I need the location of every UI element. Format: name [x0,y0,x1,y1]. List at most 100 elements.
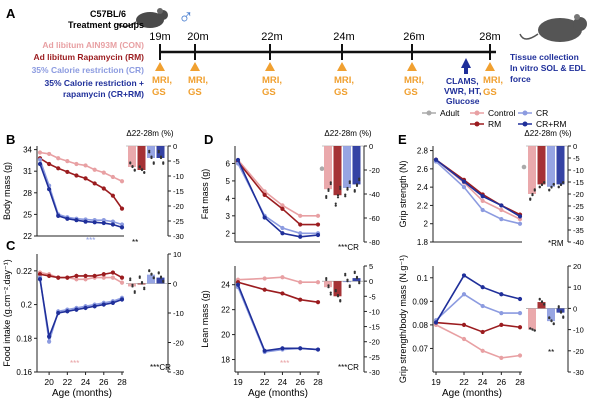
sig-d-con: *** [280,359,289,368]
legend-crrm: CR+RM [536,119,566,129]
data-point-cr [517,311,523,316]
delta-tick-label: -35 [573,226,584,235]
xlabel-c: Age (months) [52,388,112,399]
data-point-cr [110,219,115,224]
delta-point [162,280,165,283]
xlabel-e: Age (months) [442,388,502,399]
y-tick-label: 2 [226,229,231,238]
marker-20m [190,62,200,71]
x-tick-label: 19 [233,377,243,387]
y-axis-label: Lean mass (g) [200,290,210,348]
delta-point [329,182,332,186]
legend-cr: CR [536,108,548,118]
panel-label-d: D [204,132,213,147]
data-point-rm [56,275,61,280]
delta-point [358,177,361,180]
delta-tick-label: 0 [173,142,177,151]
delta-point [133,291,136,294]
data-point-rm [92,181,97,186]
data-point-crrm [298,234,303,239]
y-tick-label: 2.8 [417,147,429,156]
x-tick-label: 20 [44,377,54,387]
data-point-crrm [83,305,88,311]
data-point-crrm [517,296,523,302]
data-point-control [499,355,504,360]
delta-tick-label: -5 [173,157,180,166]
data-point-rm [47,273,52,279]
clams-arrow-icon [461,58,471,74]
delta-point [336,194,340,197]
data-point-control [315,280,321,285]
y-axis-label: Food intake (g.cm⁻².day⁻¹) [2,259,12,367]
data-point-cr [280,225,285,231]
data-point-control [65,159,70,164]
delta-point [339,185,342,188]
data-point-control [480,348,485,353]
data-point-rm [119,275,125,280]
y-tick-label: 25 [23,210,32,219]
end-note-3: force [510,74,531,84]
delta-point [557,185,560,188]
delta-tick-label: -30 [573,368,584,377]
delta-point [329,291,332,294]
delta-point [529,327,532,330]
tp-26m: 26m [403,31,424,43]
delta-point [133,290,136,293]
data-point-rm [517,325,523,330]
delta-point [559,183,563,186]
data-point-rm [262,287,267,292]
delta-point [159,156,163,160]
chart-d-bottom: 18 20 22 24 19 22 24 26 28 Lean mass (g) 5 0 -5 -10 -1… [200,262,380,387]
delta-tick-label: -60 [369,214,380,223]
male-symbol: ♂ [178,6,194,29]
mouse-icon-right [519,14,587,42]
delta-bar-crrm [352,278,361,282]
clams-1: CLAMS, [446,76,479,86]
data-point-rm [65,275,70,280]
delta-point [348,180,351,183]
delta-point [355,277,359,280]
delta-point [133,169,136,172]
delta-label-e: Δ22-28m (%) [524,129,571,138]
event-labels: MRI, GS MRI, GS MRI, GS MRI, GS MRI, GS … [152,75,503,98]
ev-19-gs: GS [152,87,166,98]
tp-24m: 24m [333,31,354,43]
delta-tick-label: -5 [573,154,580,163]
delta-tick-label: -20 [369,166,380,175]
delta-point [346,186,349,190]
delta-point [540,183,544,186]
data-point-control [280,203,285,208]
y-tick-label: 18 [221,356,230,365]
data-point-crrm [101,302,106,307]
delta-tick-label: -20 [173,339,184,348]
data-point-crrm [235,157,241,163]
data-point-control [262,276,267,281]
delta-tick-label: 0 [573,142,577,151]
timeline-ticks [159,44,491,60]
ev-20-mri: MRI, [188,75,208,86]
delta-bar-cr [343,146,351,188]
delta-tick-label: 0 [173,280,177,289]
sig-b-cr: *** [86,236,95,245]
data-point-cr [499,217,504,222]
delta-tick-label: 5 [369,262,373,271]
series-line-crrm [435,274,521,323]
data-point-cr [298,231,303,236]
delta-point [148,270,151,273]
ev-28-mri: MRI, [483,75,503,86]
data-point-crrm [433,157,439,162]
delta-bar-crrm [556,146,565,185]
end-note: Tissue collection In vitro SOL & EDL for… [510,52,586,84]
delta-point [533,188,536,191]
delta-tick-label: -10 [369,307,380,316]
delta-point [548,188,551,191]
data-point-crrm [74,218,79,223]
data-point-control [461,336,467,342]
series-line-cr [39,159,123,226]
ev-19-mri: MRI, [152,75,172,86]
y-axis-label: Grip strength (N) [398,160,408,227]
ev-24-mri: MRI, [334,75,354,86]
delta-point [348,181,351,185]
data-point-crrm [517,214,523,219]
